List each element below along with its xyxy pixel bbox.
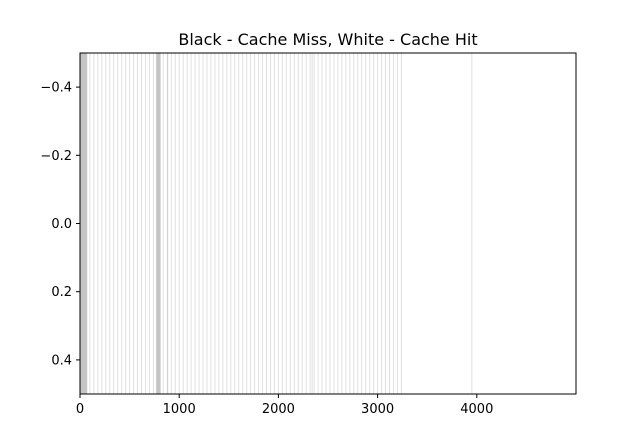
- cache-miss-lines: [79, 53, 473, 394]
- axes-background: [80, 53, 576, 394]
- y-tick-label: 0.0: [51, 217, 72, 232]
- y-axis: −0.4 −0.2 0.0 0.2 0.4: [40, 81, 80, 368]
- y-tick-label: −0.2: [40, 149, 72, 164]
- x-tick-label: 0: [76, 402, 84, 417]
- plot-area: [79, 52, 577, 395]
- x-tick-label: 4000: [460, 402, 493, 417]
- y-tick-label: 0.4: [51, 353, 72, 368]
- x-tick-label: 2000: [262, 402, 295, 417]
- x-tick-label: 1000: [163, 402, 196, 417]
- chart-title: Black - Cache Miss, White - Cache Hit: [178, 30, 477, 49]
- y-tick-label: 0.2: [51, 285, 72, 300]
- x-axis: 0 1000 2000 3000 4000: [76, 394, 493, 417]
- y-tick-label: −0.4: [40, 81, 72, 96]
- x-tick-label: 3000: [361, 402, 394, 417]
